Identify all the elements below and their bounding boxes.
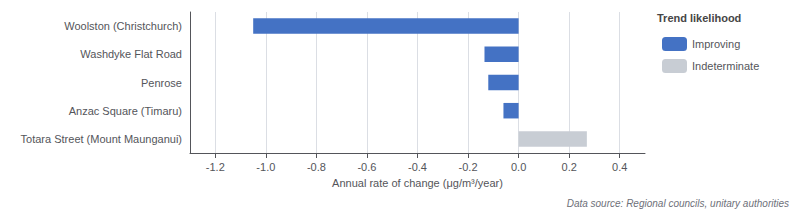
- svg-text:0.0: 0.0: [511, 161, 526, 173]
- svg-text:Indeterminate: Indeterminate: [692, 60, 759, 72]
- svg-text:Totara Street (Mount Maunganui: Totara Street (Mount Maunganui): [21, 133, 182, 145]
- svg-text:Trend likelihood: Trend likelihood: [657, 12, 741, 24]
- svg-text:0.2: 0.2: [562, 161, 577, 173]
- svg-text:-1.2: -1.2: [206, 161, 225, 173]
- svg-text:-0.6: -0.6: [357, 161, 376, 173]
- svg-text:Anzac Square (Timaru): Anzac Square (Timaru): [69, 105, 182, 117]
- svg-text:0.4: 0.4: [612, 161, 627, 173]
- svg-text:Penrose: Penrose: [141, 77, 182, 89]
- svg-text:-0.8: -0.8: [307, 161, 326, 173]
- svg-text:Woolston (Christchurch): Woolston (Christchurch): [64, 20, 182, 32]
- svg-text:-0.4: -0.4: [408, 161, 427, 173]
- svg-text:-1.0: -1.0: [256, 161, 275, 173]
- svg-text:Annual rate of change (μg/m³/y: Annual rate of change (μg/m³/year): [332, 177, 503, 189]
- svg-text:Washdyke Flat Road: Washdyke Flat Road: [80, 48, 182, 60]
- svg-text:-0.2: -0.2: [459, 161, 478, 173]
- svg-text:Improving: Improving: [692, 38, 740, 50]
- svg-text:Data source: Regional councils: Data source: Regional councils, unitary …: [567, 198, 789, 209]
